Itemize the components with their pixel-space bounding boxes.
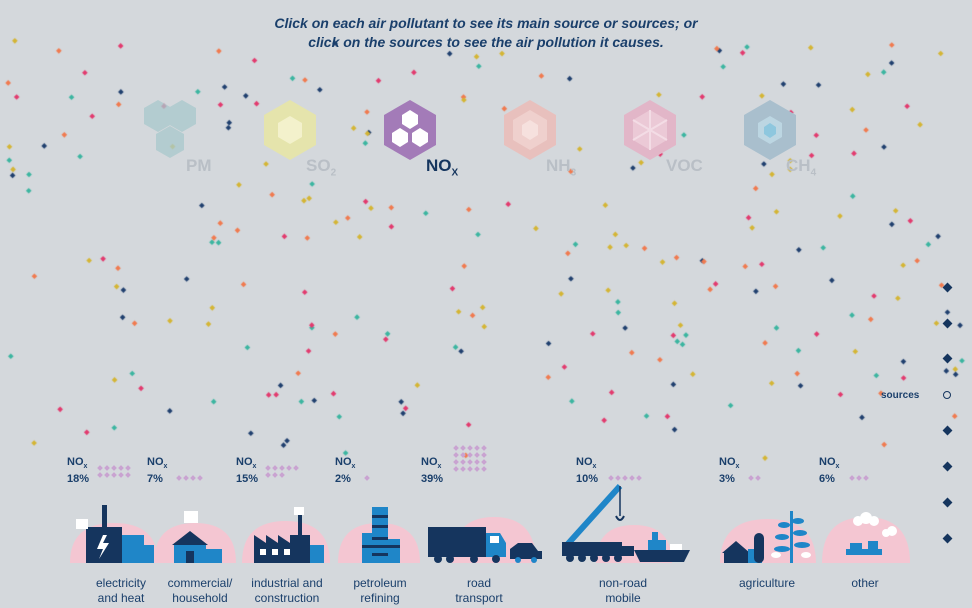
nav-current-label: sources [881, 390, 920, 401]
instructions-line-1: Click on each air pollutant to see its m… [274, 15, 698, 31]
voc-hexagon-icon [624, 100, 676, 160]
label-road: road transport [455, 576, 503, 605]
source-agriculture[interactable] [718, 505, 818, 565]
label-commercial: commercial/household [167, 576, 233, 605]
pollutant-ch4[interactable]: CH4 [738, 98, 858, 190]
share-industrial: NOx 15% [236, 456, 259, 486]
pm-hexagon-icon [144, 100, 196, 158]
refinery-icon [338, 507, 420, 563]
source-commercial[interactable] [150, 505, 240, 565]
nox-label: NOX [426, 156, 459, 179]
house-icon [154, 511, 236, 563]
share-nonroad: NOx 10% [576, 456, 599, 486]
label-other: other [851, 576, 879, 590]
share-electricity: NOx 18% [67, 456, 90, 486]
source-petroleum[interactable] [336, 505, 422, 565]
source-road[interactable] [426, 505, 546, 565]
pollutant-nh3[interactable]: NH3 [498, 98, 618, 190]
instructions: Click on each air pollutant to see its m… [0, 14, 972, 52]
truck-icon [428, 517, 542, 563]
label-electricity: electricity and heat [95, 576, 146, 605]
power-plant-icon [70, 505, 158, 563]
farm-icon [720, 511, 816, 563]
pollutant-voc[interactable]: VOC [618, 98, 738, 190]
nh3-hexagon-icon [504, 100, 556, 160]
instructions-line-2: click on the sources to see the air poll… [308, 34, 664, 50]
nh3-label: NH3 [546, 156, 577, 179]
label-petroleum: petroleum refining [353, 576, 407, 605]
so2-hexagon-icon [264, 100, 316, 160]
pollutant-nox[interactable]: NOX [378, 98, 498, 190]
share-road: NOx 39% [421, 456, 444, 486]
label-nonroad: non-road mobile [598, 576, 648, 605]
share-petroleum: NOx 2% [335, 456, 356, 486]
pm-label: PM [186, 156, 212, 175]
voc-label: VOC [666, 156, 703, 175]
label-agriculture: agriculture [738, 576, 796, 590]
source-industrial[interactable] [240, 505, 332, 565]
label-industrial: industrial and construction [251, 576, 323, 605]
crane-ship-icon [562, 483, 690, 563]
source-electricity[interactable] [66, 505, 162, 565]
share-agriculture: NOx 3% [719, 456, 740, 486]
nox-hexagon-icon [384, 100, 436, 160]
pollutant-so2[interactable]: SO2 [258, 98, 378, 190]
ch4-hexagon-icon [744, 100, 796, 160]
other-icon [822, 512, 910, 563]
factory-icon [242, 507, 330, 563]
share-commercial: NOx 7% [147, 456, 168, 486]
pollutant-pm[interactable]: PM [138, 98, 258, 190]
ch4-label: CH4 [786, 156, 817, 179]
source-other[interactable] [820, 505, 912, 565]
source-nonroad[interactable] [556, 480, 696, 565]
share-other: NOx 6% [819, 456, 840, 486]
nav-dot-current[interactable] [943, 391, 951, 399]
so2-label: SO2 [306, 156, 337, 179]
